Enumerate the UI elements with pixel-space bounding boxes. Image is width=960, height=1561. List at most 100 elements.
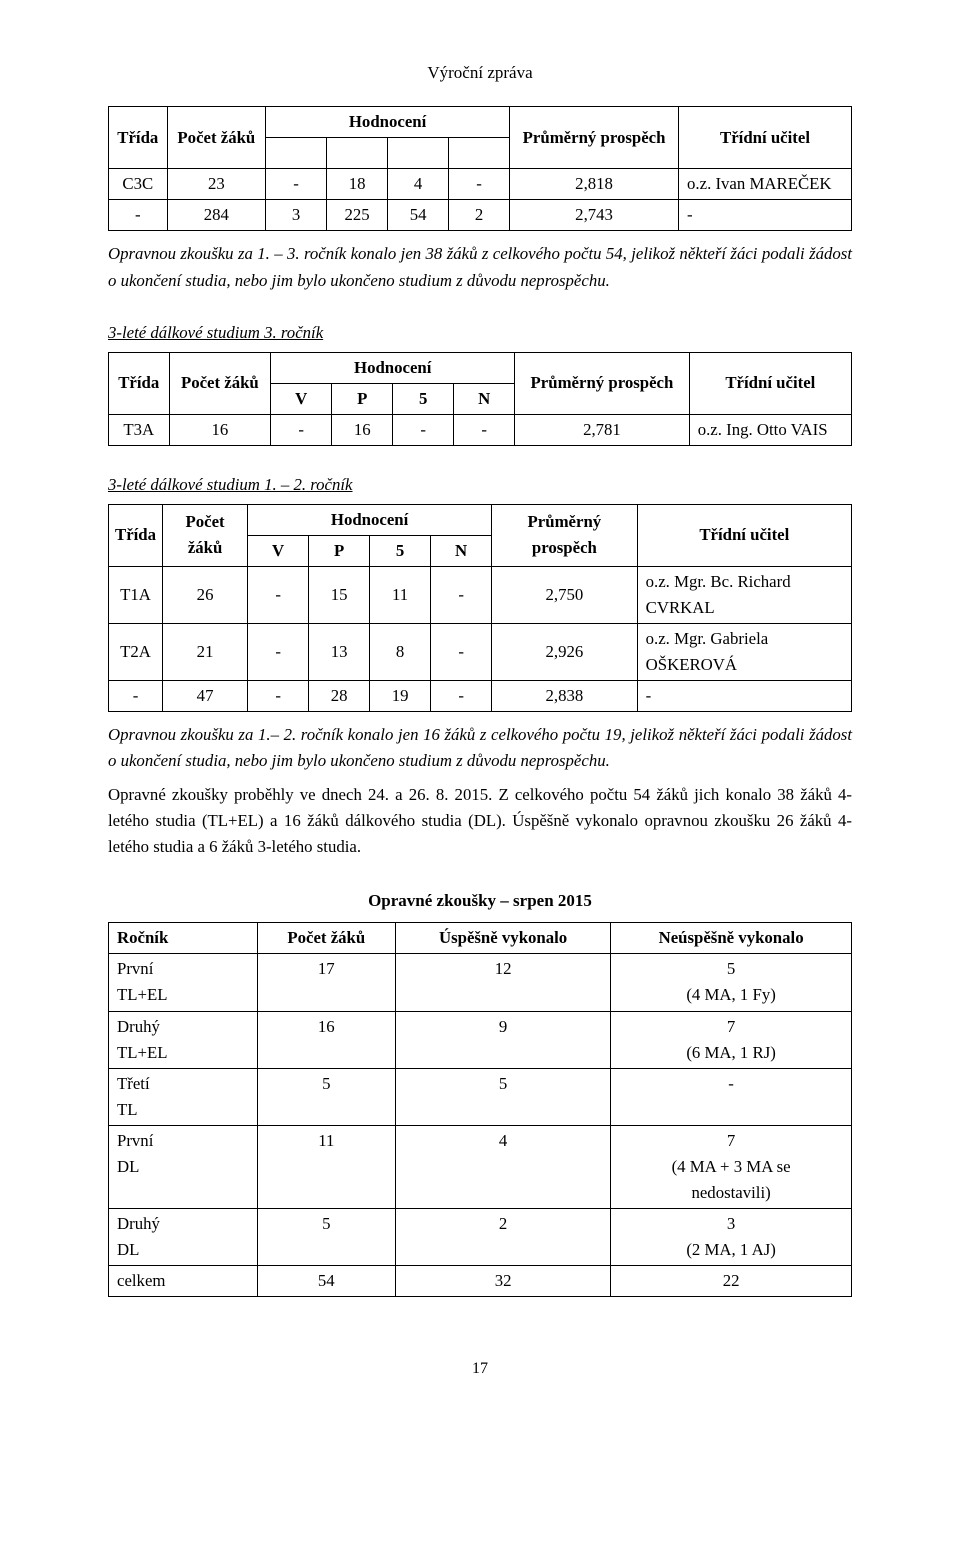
cell: 4: [395, 1125, 610, 1208]
cell: DruhýDL: [109, 1208, 258, 1265]
cell: 2,781: [515, 414, 689, 445]
th-5: 5: [370, 535, 431, 566]
th-pocet: Počet žáků: [163, 504, 248, 566]
cell: -: [611, 1068, 852, 1125]
cell: 32: [395, 1265, 610, 1296]
cell: -: [449, 169, 510, 200]
th-rocnik: Ročník: [109, 923, 258, 954]
table-c: Třída Počet žáků Hodnocení Průměrný pros…: [108, 504, 852, 712]
cell: 2,818: [510, 169, 679, 200]
th-trida: Třída: [109, 504, 163, 566]
th-prumer: Průměrný prospěch: [492, 504, 638, 566]
cell: -: [431, 680, 492, 711]
table-row: -28432255422,743-: [109, 200, 852, 231]
th-n: N: [454, 383, 515, 414]
tbody-a: C3C23-184-2,818o.z. Ivan MAREČEK-2843225…: [109, 169, 852, 231]
cell: 19: [370, 680, 431, 711]
cell: 11: [370, 566, 431, 623]
exam-block-title: Opravné zkoušky – srpen 2015: [108, 888, 852, 914]
doc-title: Výroční zpráva: [108, 60, 852, 86]
cell: 2: [395, 1208, 610, 1265]
cell: C3C: [109, 169, 168, 200]
cell: -: [248, 566, 309, 623]
table-row: T2A21-138-2,926o.z. Mgr. Gabriela OŠKERO…: [109, 623, 852, 680]
table-row: TřetíTL55-: [109, 1068, 852, 1125]
cell: PrvníTL+EL: [109, 954, 258, 1011]
cell: -: [271, 414, 332, 445]
th-ucitel: Třídní učitel: [637, 504, 851, 566]
cell: 5: [395, 1068, 610, 1125]
section-c-title: 3-leté dálkové studium 1. – 2. ročník: [108, 472, 852, 498]
cell: 54: [388, 200, 449, 231]
th-ucitel: Třídní učitel: [689, 352, 851, 414]
table-row: C3C23-184-2,818o.z. Ivan MAREČEK: [109, 169, 852, 200]
tbody-c: T1A26-1511-2,750o.z. Mgr. Bc. Richard CV…: [109, 566, 852, 711]
th-n: N: [431, 535, 492, 566]
th-p: P: [309, 535, 370, 566]
cell: 7(4 MA + 3 MA senedostavili): [611, 1125, 852, 1208]
th-hodnoceni: Hodnocení: [271, 352, 515, 383]
th-v: V: [248, 535, 309, 566]
table-row: DruhýTL+EL1697(6 MA, 1 RJ): [109, 1011, 852, 1068]
cell: -: [266, 169, 327, 200]
cell: TřetíTL: [109, 1068, 258, 1125]
cell: 2,838: [492, 680, 638, 711]
cell: T1A: [109, 566, 163, 623]
cell: -: [454, 414, 515, 445]
tbody-exam: PrvníTL+EL17125(4 MA, 1 Fy)DruhýTL+EL169…: [109, 954, 852, 1296]
table-row: PrvníDL1147(4 MA + 3 MA senedostavili): [109, 1125, 852, 1208]
cell: -: [393, 414, 454, 445]
cell: 2,750: [492, 566, 638, 623]
cell: -: [431, 623, 492, 680]
cell: 26: [163, 566, 248, 623]
cell: 12: [395, 954, 610, 1011]
cell: T2A: [109, 623, 163, 680]
note-c: Opravnou zkoušku za 1.– 2. ročník konalo…: [108, 722, 852, 774]
table-row: PrvníTL+EL17125(4 MA, 1 Fy): [109, 954, 852, 1011]
th-sub: [327, 138, 388, 169]
th-5: 5: [393, 383, 454, 414]
cell: 5: [257, 1068, 395, 1125]
cell: -: [248, 623, 309, 680]
para-exams: Opravné zkoušky proběhly ve dnech 24. a …: [108, 782, 852, 860]
cell: 16: [257, 1011, 395, 1068]
th-usp: Úspěšně vykonalo: [395, 923, 610, 954]
cell: PrvníDL: [109, 1125, 258, 1208]
th-pocet: Počet žáků: [167, 107, 265, 169]
cell: 7(6 MA, 1 RJ): [611, 1011, 852, 1068]
th-hodnoceni: Hodnocení: [248, 504, 492, 535]
th-pocet: Počet žáků: [257, 923, 395, 954]
table-exam: Ročník Počet žáků Úspěšně vykonalo Neúsp…: [108, 922, 852, 1296]
table-row: T3A16-16--2,781o.z. Ing. Otto VAIS: [109, 414, 852, 445]
cell: 225: [327, 200, 388, 231]
section-b-title: 3-leté dálkové studium 3. ročník: [108, 320, 852, 346]
table-b: Třída Počet žáků Hodnocení Průměrný pros…: [108, 352, 852, 446]
cell: -: [431, 566, 492, 623]
cell: -: [109, 200, 168, 231]
cell: 2: [449, 200, 510, 231]
cell: 23: [167, 169, 265, 200]
table-a: Třída Počet žáků Hodnocení Průměrný pros…: [108, 106, 852, 231]
cell: o.z. Mgr. Gabriela OŠKEROVÁ: [637, 623, 851, 680]
th-ucitel: Třídní učitel: [679, 107, 852, 169]
cell: o.z. Ivan MAREČEK: [679, 169, 852, 200]
cell: 2,926: [492, 623, 638, 680]
cell: 4: [388, 169, 449, 200]
cell: 22: [611, 1265, 852, 1296]
th-sub: [266, 138, 327, 169]
tbody-b: T3A16-16--2,781o.z. Ing. Otto VAIS: [109, 414, 852, 445]
page: Výroční zpráva Třída Počet žáků Hodnocen…: [0, 0, 960, 1422]
cell: -: [248, 680, 309, 711]
cell: 18: [327, 169, 388, 200]
cell: 21: [163, 623, 248, 680]
cell: 2,743: [510, 200, 679, 231]
th-trida: Třída: [109, 352, 170, 414]
table-row: celkem543222: [109, 1265, 852, 1296]
cell: 15: [309, 566, 370, 623]
cell: 16: [332, 414, 393, 445]
cell: 284: [167, 200, 265, 231]
th-prumer: Průměrný prospěch: [510, 107, 679, 169]
cell: 5(4 MA, 1 Fy): [611, 954, 852, 1011]
cell: T3A: [109, 414, 170, 445]
th-hodnoceni: Hodnocení: [266, 107, 510, 138]
